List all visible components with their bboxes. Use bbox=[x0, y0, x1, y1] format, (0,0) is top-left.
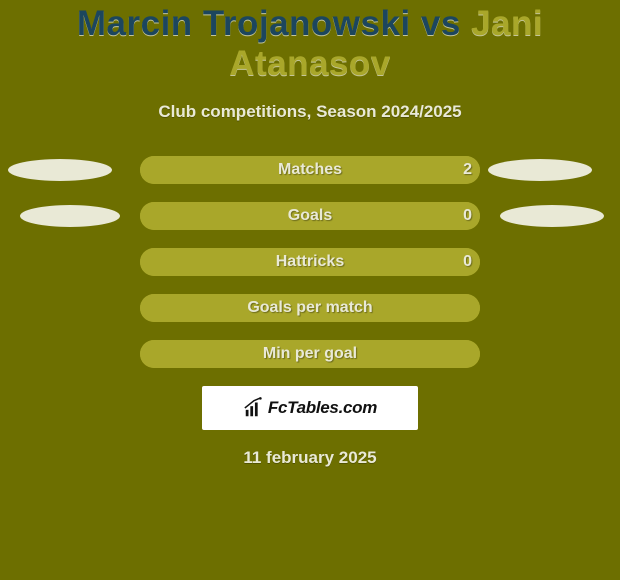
left-ellipse bbox=[8, 159, 112, 181]
bar-fill-right bbox=[140, 202, 480, 230]
stat-row: Goals per match bbox=[0, 294, 620, 324]
stat-bar bbox=[140, 340, 480, 368]
stat-bar bbox=[140, 202, 480, 230]
title: Marcin Trojanowski vs Jani Atanasov bbox=[0, 0, 620, 84]
stat-row: Matches2 bbox=[0, 156, 620, 186]
stat-value-right: 0 bbox=[463, 202, 472, 230]
stat-row: Min per goal bbox=[0, 340, 620, 370]
stat-bar bbox=[140, 294, 480, 322]
stat-value-right: 0 bbox=[463, 248, 472, 276]
right-ellipse bbox=[500, 205, 604, 227]
bar-fill-right bbox=[140, 156, 480, 184]
logo-box: FcTables.com bbox=[202, 386, 418, 430]
stat-bar bbox=[140, 156, 480, 184]
player1-name: Marcin Trojanowski bbox=[77, 4, 411, 43]
subtitle: Club competitions, Season 2024/2025 bbox=[0, 102, 620, 122]
comparison-infographic: Marcin Trojanowski vs Jani Atanasov Club… bbox=[0, 0, 620, 580]
bar-fill-right bbox=[140, 294, 480, 322]
stat-rows: Matches2 Goals0 Hattricks0 Goals per match M… bbox=[0, 156, 620, 370]
bar-fill-right bbox=[140, 248, 480, 276]
logo-text: FcTables.com bbox=[268, 398, 377, 418]
stat-value-right: 2 bbox=[463, 156, 472, 184]
stat-bar bbox=[140, 248, 480, 276]
chart-icon bbox=[243, 397, 265, 419]
stat-row: Hattricks0 bbox=[0, 248, 620, 278]
left-ellipse bbox=[20, 205, 120, 227]
date-text: 11 february 2025 bbox=[0, 448, 620, 468]
right-ellipse bbox=[488, 159, 592, 181]
stat-row: Goals0 bbox=[0, 202, 620, 232]
vs-text: vs bbox=[411, 4, 471, 43]
bar-fill-right bbox=[140, 340, 480, 368]
